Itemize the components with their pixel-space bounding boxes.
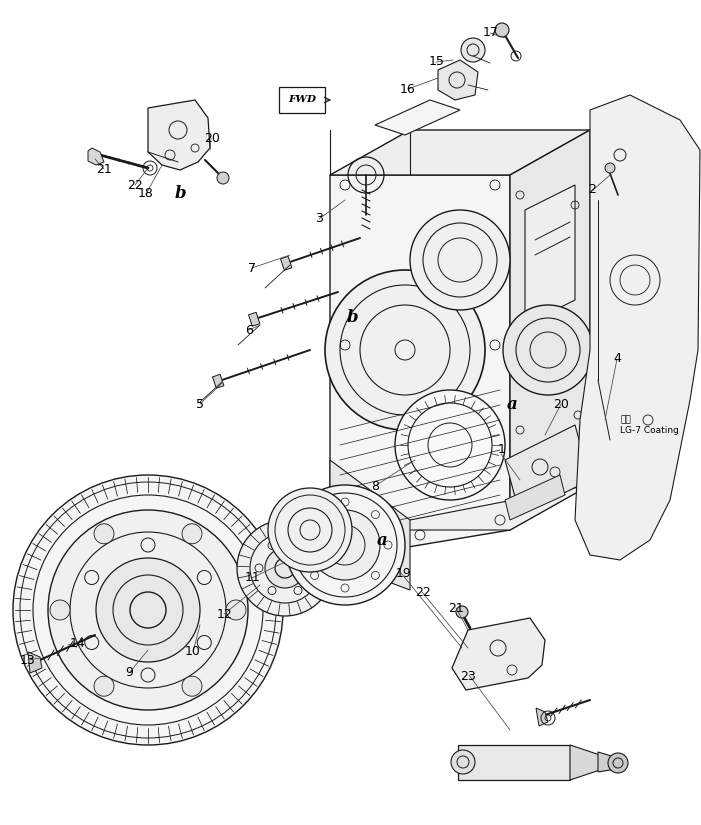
Text: 左右
LG-7 Coating: 左右 LG-7 Coating bbox=[620, 415, 679, 435]
Circle shape bbox=[456, 606, 468, 618]
Polygon shape bbox=[510, 130, 590, 530]
Text: 12: 12 bbox=[217, 608, 232, 621]
Circle shape bbox=[395, 390, 505, 500]
Polygon shape bbox=[330, 130, 590, 175]
Polygon shape bbox=[280, 257, 292, 271]
Circle shape bbox=[285, 485, 405, 605]
Text: FWD: FWD bbox=[288, 96, 316, 105]
Text: 5: 5 bbox=[196, 398, 204, 411]
Text: 23: 23 bbox=[461, 670, 476, 683]
Text: 15: 15 bbox=[429, 55, 444, 68]
Text: 16: 16 bbox=[400, 82, 416, 96]
Polygon shape bbox=[249, 313, 260, 326]
Polygon shape bbox=[148, 100, 210, 170]
Circle shape bbox=[503, 305, 593, 395]
Circle shape bbox=[410, 210, 510, 310]
Polygon shape bbox=[505, 425, 590, 515]
Circle shape bbox=[13, 475, 283, 745]
Text: 19: 19 bbox=[395, 567, 411, 580]
Circle shape bbox=[94, 524, 114, 544]
Text: 21: 21 bbox=[96, 163, 111, 176]
Text: 20: 20 bbox=[553, 398, 569, 411]
Text: 17: 17 bbox=[483, 26, 498, 40]
FancyBboxPatch shape bbox=[279, 87, 325, 113]
Text: 10: 10 bbox=[185, 645, 200, 658]
Circle shape bbox=[94, 676, 114, 696]
Circle shape bbox=[495, 23, 509, 37]
Circle shape bbox=[226, 600, 246, 620]
Text: 6: 6 bbox=[245, 323, 253, 337]
Text: 8: 8 bbox=[371, 480, 379, 493]
Circle shape bbox=[310, 510, 380, 580]
Text: 11: 11 bbox=[245, 571, 260, 584]
Text: 18: 18 bbox=[138, 187, 154, 200]
Text: a: a bbox=[506, 396, 517, 412]
Polygon shape bbox=[88, 148, 104, 165]
Polygon shape bbox=[575, 95, 700, 560]
Polygon shape bbox=[570, 745, 600, 780]
Text: 4: 4 bbox=[613, 352, 621, 365]
Text: 9: 9 bbox=[125, 666, 134, 679]
Polygon shape bbox=[525, 185, 575, 325]
Circle shape bbox=[325, 270, 485, 430]
Polygon shape bbox=[505, 475, 565, 520]
Polygon shape bbox=[598, 752, 625, 772]
Text: b: b bbox=[346, 309, 358, 326]
Text: 3: 3 bbox=[315, 212, 323, 225]
Circle shape bbox=[217, 172, 229, 184]
Text: 7: 7 bbox=[248, 262, 257, 275]
Circle shape bbox=[50, 600, 70, 620]
Polygon shape bbox=[212, 375, 224, 389]
Polygon shape bbox=[438, 60, 478, 100]
Circle shape bbox=[451, 750, 475, 774]
Circle shape bbox=[182, 676, 202, 696]
Circle shape bbox=[461, 38, 485, 62]
Circle shape bbox=[265, 548, 305, 588]
Polygon shape bbox=[330, 485, 590, 560]
Text: 1: 1 bbox=[497, 443, 505, 456]
Polygon shape bbox=[330, 460, 410, 590]
Circle shape bbox=[96, 558, 200, 662]
Circle shape bbox=[268, 488, 352, 572]
Circle shape bbox=[237, 520, 333, 616]
Polygon shape bbox=[452, 618, 545, 690]
Polygon shape bbox=[458, 745, 570, 780]
Circle shape bbox=[182, 524, 202, 544]
Text: 21: 21 bbox=[448, 602, 463, 615]
Text: b: b bbox=[175, 186, 186, 202]
Polygon shape bbox=[28, 652, 42, 673]
Text: a: a bbox=[376, 532, 388, 549]
Polygon shape bbox=[330, 175, 510, 560]
Circle shape bbox=[48, 510, 248, 710]
Polygon shape bbox=[536, 708, 548, 726]
Text: 13: 13 bbox=[20, 653, 36, 667]
Text: 22: 22 bbox=[127, 179, 142, 192]
Text: 22: 22 bbox=[415, 586, 430, 599]
Polygon shape bbox=[375, 100, 460, 135]
Text: 20: 20 bbox=[204, 132, 219, 145]
Circle shape bbox=[605, 163, 615, 173]
Circle shape bbox=[608, 753, 628, 773]
Text: 2: 2 bbox=[588, 183, 597, 196]
Text: 14: 14 bbox=[69, 637, 85, 650]
